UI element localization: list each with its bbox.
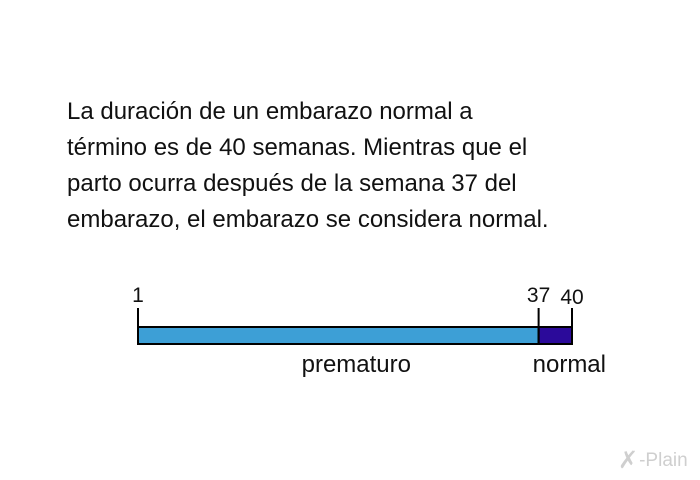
description-paragraph: La duración de un embarazo normal a térm… xyxy=(67,94,667,238)
segment-normal xyxy=(537,326,573,345)
paragraph-line-3: parto ocurra después de la semana 37 del xyxy=(67,170,517,197)
x-plain-watermark: ✗ -Plain xyxy=(618,446,688,475)
paragraph-line-2: término es de 40 semanas. Mientras que e… xyxy=(67,134,528,161)
timeline-ticks xyxy=(137,308,573,345)
tick-label-week-1: 1 xyxy=(132,284,144,307)
segment-prematuro xyxy=(137,326,540,345)
segment-label-prematuro: prematuro xyxy=(302,351,411,378)
tick-label-week-37: 37 xyxy=(527,284,550,307)
watermark-text: -Plain xyxy=(639,449,688,471)
tick-label-week-40: 40 xyxy=(560,286,583,309)
x-plain-logo-icon: ✗ xyxy=(618,447,639,474)
paragraph-line-4: embarazo, el embarazo se considera norma… xyxy=(67,206,549,233)
paragraph-line-1: La duración de un embarazo normal a xyxy=(67,98,473,125)
timeline-labels: prematuro normal 1 37 40 xyxy=(132,284,606,378)
timeline-segments xyxy=(137,326,573,345)
segment-label-normal: normal xyxy=(533,351,606,378)
